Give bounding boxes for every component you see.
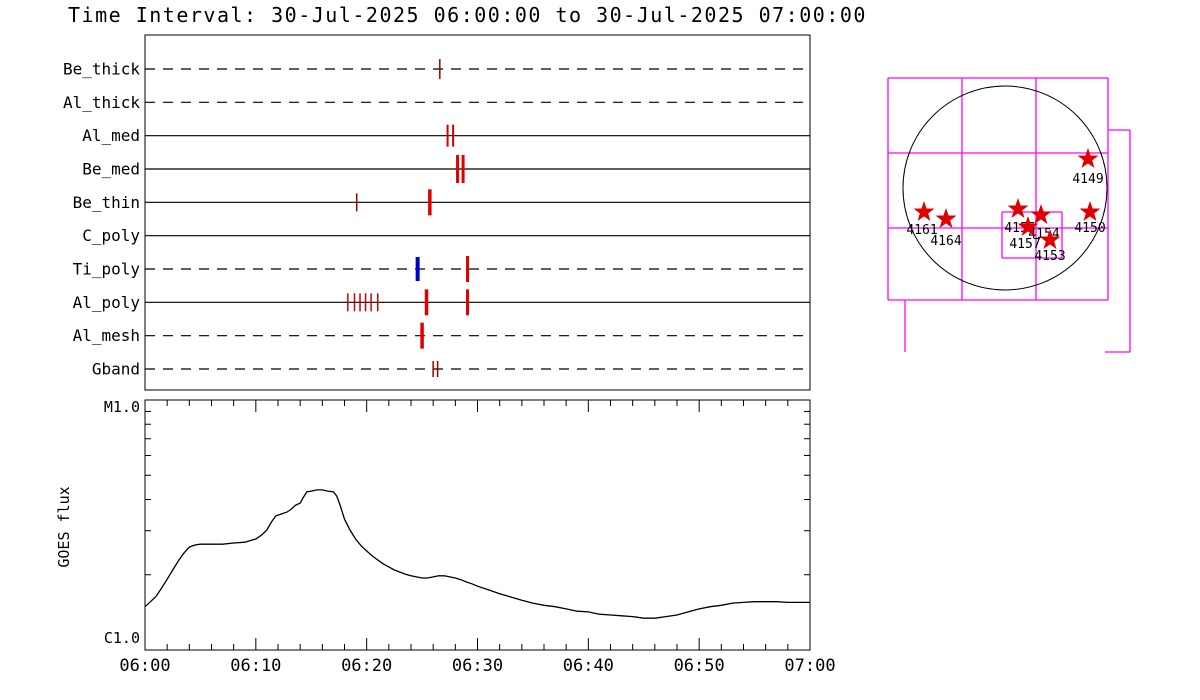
x-tick-label: 06:30 <box>452 656 503 676</box>
active-region-label-4161: 4161 <box>906 223 937 238</box>
channel-label-Al_poly: Al_poly <box>73 293 141 312</box>
goes-axis-title: GOES flux <box>55 486 73 567</box>
active-region-star-4155 <box>1007 197 1029 218</box>
channel-label-Be_thick: Be_thick <box>63 60 140 79</box>
active-region-star-4153 <box>1039 228 1061 249</box>
x-tick-label: 06:50 <box>674 656 725 676</box>
active-region-star-4154 <box>1030 203 1052 224</box>
goes-top-axis-label: M1.0 <box>104 398 140 416</box>
channel-label-Gband: Gband <box>92 359 140 378</box>
active-region-star-4149 <box>1077 147 1099 168</box>
channel-label-Al_thick: Al_thick <box>63 93 140 112</box>
active-region-star-4161 <box>913 200 935 221</box>
solar-limb-circle <box>902 85 1108 291</box>
active-region-label-4164: 4164 <box>930 234 961 249</box>
active-region-star-4164 <box>935 207 957 228</box>
page-title: Time Interval: 30-Jul-2025 06:00:00 to 3… <box>68 3 867 27</box>
active-region-star-4157 <box>1017 215 1039 236</box>
active-region-label-4149: 4149 <box>1072 172 1103 187</box>
channel-label-Ti_poly: Ti_poly <box>73 259 141 278</box>
channel-label-Al_mesh: Al_mesh <box>73 326 140 345</box>
active-region-label-4150: 4150 <box>1074 221 1105 236</box>
active-region-star-4150 <box>1079 200 1101 221</box>
active-region-label-4157: 4157 <box>1009 237 1040 252</box>
x-tick-label: 06:20 <box>341 656 392 676</box>
x-tick-label: 06:40 <box>563 656 614 676</box>
channel-label-C_poly: C_poly <box>82 226 140 245</box>
channel-label-Be_med: Be_med <box>82 159 140 178</box>
goes-panel-border <box>144 399 811 651</box>
active-region-label-4153: 4153 <box>1034 249 1065 264</box>
channel-label-Be_thin: Be_thin <box>73 193 140 212</box>
goes-bottom-axis-label: C1.0 <box>104 629 140 647</box>
x-tick-label: 07:00 <box>784 656 835 676</box>
x-tick-label: 06:10 <box>230 656 281 676</box>
x-tick-label: 06:00 <box>119 656 170 676</box>
generated-plot-elements: Be_thick Al_thick Al_med Be_med Be_thin C_pol… <box>63 34 1131 676</box>
timeline-panel-border <box>144 34 811 391</box>
channel-label-Al_med: Al_med <box>82 126 140 145</box>
goes-flux-curve <box>144 489 810 619</box>
